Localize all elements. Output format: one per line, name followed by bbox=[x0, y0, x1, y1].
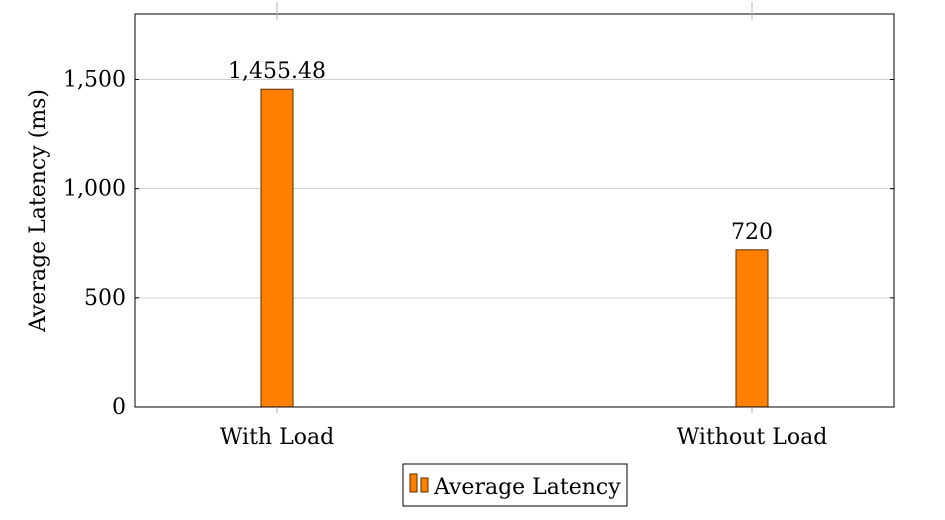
legend-label: Average Latency bbox=[433, 475, 621, 500]
data-label: 1,455.48 bbox=[228, 59, 326, 84]
bar bbox=[260, 88, 294, 408]
y-tick-label: 500 bbox=[84, 286, 126, 311]
grid-lines bbox=[135, 79, 894, 299]
x-tick-label: Without Load bbox=[677, 425, 828, 450]
y-tick-label: 0 bbox=[112, 395, 126, 420]
y-tick-label: 1,500 bbox=[63, 68, 126, 93]
data-label: 720 bbox=[731, 220, 773, 245]
bars bbox=[260, 88, 769, 408]
axis-ticks: 0 500 1,000 1,500 With Load Without Load bbox=[63, 2, 894, 450]
legend-swatch bbox=[420, 477, 429, 493]
x-tick-label: With Load bbox=[220, 425, 334, 450]
legend-box bbox=[402, 463, 628, 507]
legend-swatch bbox=[409, 473, 418, 493]
y-tick-label: 1,000 bbox=[63, 177, 126, 202]
data-labels: 1,455.48 720 bbox=[228, 59, 773, 245]
y-axis-title: Average Latency (ms) bbox=[26, 89, 51, 333]
bar bbox=[735, 249, 769, 408]
legend: Average Latency bbox=[402, 463, 628, 507]
plot-frame bbox=[134, 13, 895, 408]
